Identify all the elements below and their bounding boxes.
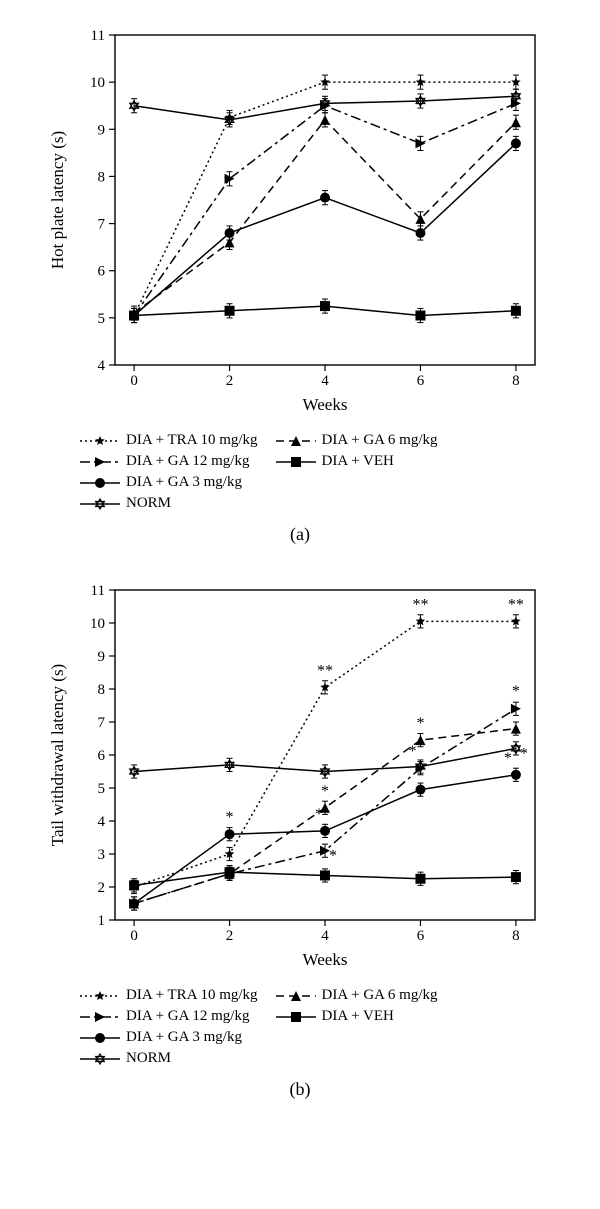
legend-item-tra10: DIA + TRA 10 mg/kg — [80, 987, 258, 1004]
svg-text:*: * — [520, 745, 528, 762]
svg-text:*: * — [226, 809, 234, 826]
legend-swatch-norm — [80, 497, 120, 511]
legend-label-ga12: DIA + GA 12 mg/kg — [126, 1008, 249, 1025]
panel-label-b: (b) — [20, 1079, 580, 1100]
svg-text:*: * — [408, 743, 416, 760]
chart-b: 0 2 4 6 8 1 2 3 4 5 6 7 8 9 10 11 Weeks Tail withdrawal l… — [45, 575, 555, 975]
svg-text:1: 1 — [98, 913, 106, 929]
svg-text:6: 6 — [98, 264, 106, 280]
svg-text:*: * — [512, 683, 520, 700]
svg-text:*: * — [512, 726, 520, 743]
legend-label-ga3: DIA + GA 3 mg/kg — [126, 474, 242, 491]
svg-text:4: 4 — [98, 358, 106, 374]
svg-text:Weeks: Weeks — [303, 950, 348, 969]
legend-swatch-veh — [276, 455, 316, 469]
legend-a: DIA + TRA 10 mg/kg DIA + GA 12 mg/kg DIA +… — [80, 430, 540, 514]
svg-text:7: 7 — [98, 715, 106, 731]
svg-text:8: 8 — [98, 169, 106, 185]
legend-item-ga12: DIA + GA 12 mg/kg — [80, 1008, 258, 1025]
legend-swatch-veh — [276, 1010, 316, 1024]
legend-item-ga3: DIA + GA 3 mg/kg — [80, 474, 258, 491]
legend-label-veh: DIA + VEH — [322, 453, 394, 470]
legend-label-ga12: DIA + GA 12 mg/kg — [126, 453, 249, 470]
legend-swatch-ga12 — [80, 455, 120, 469]
svg-text:11: 11 — [91, 28, 105, 44]
legend-label-tra10: DIA + TRA 10 mg/kg — [126, 432, 258, 449]
svg-text:10: 10 — [90, 616, 105, 632]
legend-swatch-tra10 — [80, 989, 120, 1003]
svg-text:**: ** — [317, 662, 333, 679]
svg-text:9: 9 — [98, 122, 106, 138]
svg-text:10: 10 — [90, 75, 105, 91]
svg-text:8: 8 — [512, 373, 520, 389]
legend-item-veh: DIA + VEH — [276, 453, 438, 470]
svg-text:6: 6 — [417, 928, 425, 944]
svg-text:Hot plate latency (s): Hot plate latency (s) — [48, 131, 67, 269]
legend-item-ga3: DIA + GA 3 mg/kg — [80, 1029, 258, 1046]
svg-text:**: ** — [508, 596, 524, 613]
legend-label-norm: NORM — [126, 1050, 171, 1067]
svg-text:6: 6 — [98, 748, 106, 764]
legend-swatch-ga12 — [80, 1010, 120, 1024]
chart-a: 0 2 4 6 8 4 5 6 7 8 9 10 11 Weeks Hot plate latency (s… — [45, 20, 555, 420]
legend-swatch-ga3 — [80, 1031, 120, 1045]
legend-swatch-norm — [80, 1052, 120, 1066]
chart-b-container: 0 2 4 6 8 1 2 3 4 5 6 7 8 9 10 11 Weeks Tail withdrawal l… — [20, 575, 580, 1100]
legend-item-ga6: DIA + GA 6 mg/kg — [276, 987, 438, 1004]
legend-item-veh: DIA + VEH — [276, 1008, 438, 1025]
legend-label-ga6: DIA + GA 6 mg/kg — [322, 987, 438, 1004]
svg-text:Tail withdrawal latency (s): Tail withdrawal latency (s) — [48, 664, 67, 846]
svg-text:2: 2 — [226, 928, 234, 944]
legend-label-ga3: DIA + GA 3 mg/kg — [126, 1029, 242, 1046]
legend-b: DIA + TRA 10 mg/kg DIA + GA 12 mg/kg DIA +… — [80, 985, 540, 1069]
svg-text:4: 4 — [321, 928, 329, 944]
svg-text:0: 0 — [130, 928, 138, 944]
legend-label-veh: DIA + VEH — [322, 1008, 394, 1025]
svg-text:11: 11 — [91, 583, 105, 599]
svg-text:8: 8 — [512, 928, 520, 944]
legend-label-norm: NORM — [126, 495, 171, 512]
legend-swatch-ga6 — [276, 434, 316, 448]
legend-item-ga12: DIA + GA 12 mg/kg — [80, 453, 258, 470]
legend-label-ga6: DIA + GA 6 mg/kg — [322, 432, 438, 449]
svg-text:**: ** — [412, 596, 428, 613]
svg-text:2: 2 — [226, 373, 234, 389]
svg-text:4: 4 — [321, 373, 329, 389]
svg-text:5: 5 — [98, 781, 106, 797]
svg-text:5: 5 — [98, 311, 106, 327]
chart-a-container: 0 2 4 6 8 4 5 6 7 8 9 10 11 Weeks Hot plate latency (s… — [20, 20, 580, 545]
legend-label-tra10: DIA + TRA 10 mg/kg — [126, 987, 258, 1004]
svg-text:*: * — [416, 787, 424, 804]
svg-text:*: * — [321, 783, 329, 800]
svg-text:7: 7 — [98, 217, 106, 233]
svg-text:2: 2 — [98, 880, 106, 896]
svg-text:Weeks: Weeks — [303, 395, 348, 414]
legend-item-norm: NORM — [80, 1050, 258, 1067]
legend-swatch-tra10 — [80, 434, 120, 448]
panel-label-a: (a) — [20, 524, 580, 545]
legend-swatch-ga3 — [80, 476, 120, 490]
svg-text:*: * — [329, 848, 337, 865]
svg-text:3: 3 — [98, 847, 106, 863]
legend-item-tra10: DIA + TRA 10 mg/kg — [80, 432, 258, 449]
svg-text:*: * — [504, 750, 512, 767]
svg-text:4: 4 — [98, 814, 106, 830]
svg-text:0: 0 — [130, 373, 138, 389]
legend-item-ga6: DIA + GA 6 mg/kg — [276, 432, 438, 449]
svg-text:6: 6 — [417, 373, 425, 389]
svg-text:8: 8 — [98, 682, 106, 698]
svg-text:9: 9 — [98, 649, 106, 665]
legend-item-norm: NORM — [80, 495, 258, 512]
legend-swatch-ga6 — [276, 989, 316, 1003]
svg-text:*: * — [315, 806, 323, 823]
svg-text:*: * — [416, 715, 424, 732]
